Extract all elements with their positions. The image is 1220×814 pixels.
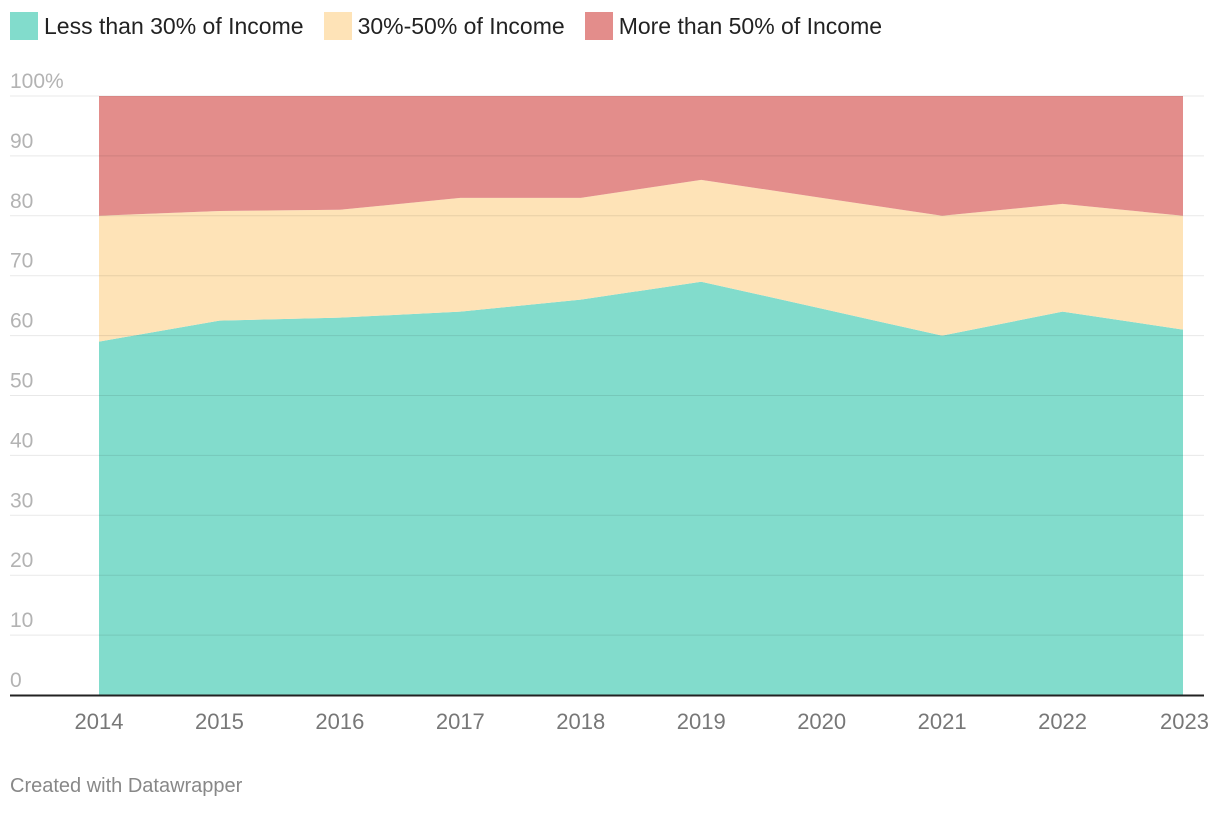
y-tick-label-30: 30 <box>10 489 33 512</box>
area-series-more-than-50-of-income <box>99 96 1183 216</box>
legend-label-less-than-30: Less than 30% of Income <box>44 12 304 39</box>
legend-label-more-than-50: More than 50% of Income <box>618 12 883 39</box>
y-tick-label-70: 70 <box>10 250 33 273</box>
x-tick-label-2021: 2021 <box>918 709 967 734</box>
area-series-less-than-30-of-income <box>99 281 1183 695</box>
stacked-area-chart: 0 10 20 30 40 50 60 70 80 90 100% 2014 2015 2016 2017… <box>10 70 1209 734</box>
y-tick-label-0: 0 <box>10 669 22 692</box>
area-layer <box>99 96 1183 695</box>
y-tick-label-60: 60 <box>10 310 33 333</box>
y-axis-ticks: 0 10 20 30 40 50 60 70 80 90 100% <box>10 70 64 692</box>
legend-label-30-50: 30%-50% of Income <box>357 12 565 39</box>
legend-swatch-more-than-50 <box>584 12 613 40</box>
x-tick-label-2023: 2023 <box>1160 709 1209 734</box>
datawrapper-credit: Created with Datawrapper <box>10 775 243 797</box>
y-tick-label-80: 80 <box>10 190 33 213</box>
y-tick-label-20: 20 <box>10 549 33 572</box>
legend-item-less-than-30: Less than 30% of Income <box>10 12 304 40</box>
legend-swatch-30-50 <box>323 12 352 40</box>
y-tick-label-90: 90 <box>10 130 33 153</box>
y-tick-label-40: 40 <box>10 429 33 452</box>
x-tick-label-2022: 2022 <box>1038 709 1087 734</box>
x-tick-label-2014: 2014 <box>75 709 124 734</box>
y-tick-label-100: 100% <box>10 70 64 93</box>
y-tick-label-50: 50 <box>10 370 33 393</box>
x-tick-label-2018: 2018 <box>556 709 605 734</box>
x-tick-label-2020: 2020 <box>797 709 846 734</box>
legend-swatch-less-than-30 <box>10 12 38 40</box>
gridlines <box>10 95 1204 636</box>
x-tick-label-2019: 2019 <box>677 709 726 734</box>
area-series-30-50-of-income <box>99 179 1183 342</box>
y-tick-label-10: 10 <box>10 609 33 632</box>
x-axis-ticks: 2014 2015 2016 2017 2018 2019 2020 2021 2022 2023 <box>75 709 1209 734</box>
legend: Less than 30% of Income 30%-50% of Incom… <box>10 10 902 42</box>
legend-item-more-than-50: More than 50% of Income <box>584 12 883 40</box>
x-tick-label-2016: 2016 <box>315 709 364 734</box>
x-tick-label-2015: 2015 <box>195 709 244 734</box>
legend-item-30-50: 30%-50% of Income <box>323 12 565 40</box>
x-tick-label-2017: 2017 <box>436 709 485 734</box>
